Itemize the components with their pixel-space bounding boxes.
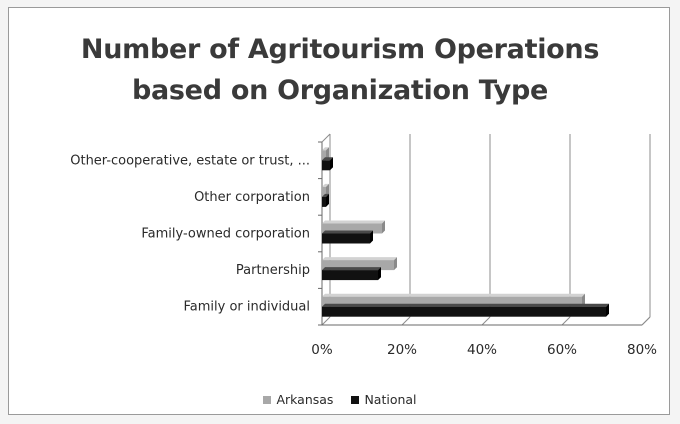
floor-gridline xyxy=(561,316,571,326)
legend-item-national: National xyxy=(351,392,417,407)
x-tick-label: 80% xyxy=(627,342,657,358)
legend-label-national: National xyxy=(364,392,417,407)
bar-top-national-1 xyxy=(322,267,381,271)
floor-edge xyxy=(641,316,651,326)
bar-national-2 xyxy=(322,233,370,244)
chart-title-line-2: based on Organization Type xyxy=(131,75,549,106)
bar-top-arkansas-3 xyxy=(322,183,329,187)
bar-top-national-4 xyxy=(322,157,333,161)
legend-label-arkansas: Arkansas xyxy=(276,392,334,407)
bar-top-arkansas-1 xyxy=(322,257,397,261)
x-tick-label: 40% xyxy=(467,342,497,358)
category-label: Family or individual xyxy=(184,300,310,315)
x-tick-label: 60% xyxy=(547,342,577,358)
bar-arkansas-3 xyxy=(322,186,326,197)
side-edge xyxy=(321,133,331,143)
x-tick-label: 0% xyxy=(311,342,333,358)
bar-national-4 xyxy=(322,160,330,171)
category-label: Partnership xyxy=(236,263,310,278)
bar-side-arkansas-2 xyxy=(382,220,385,234)
bar-arkansas-1 xyxy=(322,260,394,271)
bar-top-arkansas-4 xyxy=(322,147,329,151)
bar-top-national-2 xyxy=(322,230,373,234)
legend-swatch-national xyxy=(351,395,360,404)
bar-side-arkansas-3 xyxy=(326,183,329,197)
legend-item-arkansas: Arkansas xyxy=(263,392,333,407)
bar-arkansas-0 xyxy=(322,296,582,307)
bar-national-3 xyxy=(322,196,326,207)
x-tick-label: 20% xyxy=(387,342,417,358)
bar-chart-plot: Family or individual Partnership Family-ow… xyxy=(70,133,657,358)
bar-top-arkansas-0 xyxy=(322,293,585,297)
bar-side-arkansas-1 xyxy=(394,257,397,271)
bar-arkansas-4 xyxy=(322,150,326,161)
bar-side-arkansas-0 xyxy=(582,293,585,307)
bar-arkansas-2 xyxy=(322,223,382,234)
bar-top-national-0 xyxy=(322,303,609,307)
chart-title-line-1: Number of Agritourism Operations xyxy=(80,34,600,65)
bar-side-national-1 xyxy=(378,267,381,281)
floor-gridline xyxy=(321,316,331,326)
category-label: Family-owned corporation xyxy=(141,227,310,242)
bar-side-national-2 xyxy=(370,230,373,244)
bar-side-national-3 xyxy=(326,193,329,207)
bar-top-arkansas-2 xyxy=(322,220,385,224)
category-label: Other-cooperative, estate or trust, ... xyxy=(70,153,310,168)
bar-national-1 xyxy=(322,270,378,281)
bar-national-0 xyxy=(322,306,606,317)
bar-side-national-0 xyxy=(606,303,609,317)
bar-side-national-4 xyxy=(330,157,333,171)
legend-swatch-arkansas xyxy=(263,395,272,404)
category-label: Other corporation xyxy=(194,190,310,205)
legend: Arkansas National xyxy=(9,392,671,407)
floor-gridline xyxy=(481,316,491,326)
bar-side-arkansas-4 xyxy=(326,147,329,161)
floor-gridline xyxy=(401,316,411,326)
chart-frame: Number of Agritourism Operations based o… xyxy=(8,7,670,415)
bar-top-national-3 xyxy=(322,193,329,197)
